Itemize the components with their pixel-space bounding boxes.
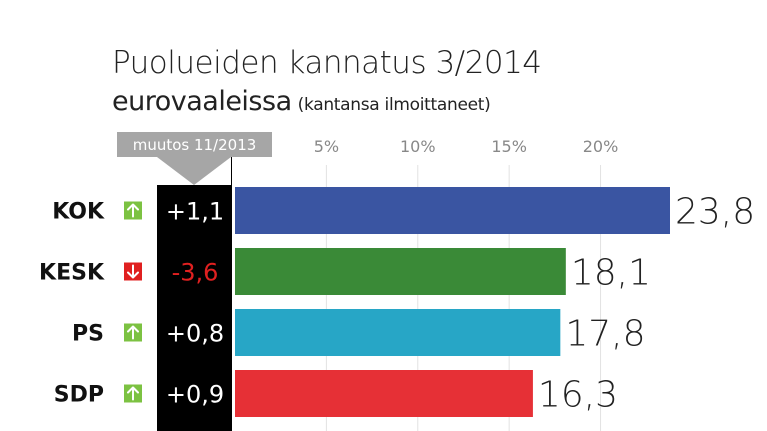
- trend-arrow-glyph: [127, 203, 139, 218]
- bars: [235, 187, 670, 417]
- trend-arrow-glyph: [127, 264, 139, 279]
- change-label: -3,6: [172, 259, 219, 287]
- subtitle-main: eurovaaleissa: [112, 86, 292, 117]
- party-label: KESK: [39, 261, 105, 286]
- change-label: +0,8: [166, 320, 224, 348]
- chart-title: Puolueiden kannatus 3/2014: [112, 45, 542, 81]
- bar: [235, 248, 566, 295]
- subtitle-note: (kantansa ilmoittaneet): [297, 95, 491, 115]
- arrow-up-icon: [124, 201, 142, 220]
- chart-subtitle: eurovaaleissa (kantansa ilmoittaneet): [112, 88, 491, 115]
- x-tick-label: 15%: [491, 137, 527, 156]
- party-label: KOK: [52, 200, 105, 225]
- arrow-down-icon: [124, 262, 142, 281]
- change-label: +0,9: [166, 381, 224, 409]
- x-tick-label: 5%: [314, 137, 339, 156]
- bar-value-label: 17,8: [565, 314, 645, 355]
- row-labels: 23,8 KOK +1,1 18,1 KESK -3,6 17,8 PS +0,8 16,3 SDP…: [39, 192, 755, 416]
- arrow-up-icon: [124, 323, 142, 342]
- bar: [235, 370, 533, 417]
- bar: [235, 309, 561, 356]
- x-tick-label: 20%: [583, 137, 619, 156]
- trend-arrow-glyph: [127, 325, 139, 340]
- change-column-label: muutos 11/2013: [117, 132, 272, 157]
- party-label: SDP: [54, 383, 104, 408]
- x-tick-label: 10%: [400, 137, 436, 156]
- bar-value-label: 18,1: [571, 253, 651, 294]
- arrow-up-icon: [124, 384, 142, 403]
- change-column-background: [157, 157, 232, 431]
- bar-value-label: 16,3: [538, 375, 618, 416]
- party-label: PS: [72, 322, 104, 347]
- change-label: +1,1: [166, 198, 224, 226]
- bar-value-label: 23,8: [675, 192, 755, 233]
- trend-arrow-glyph: [127, 386, 139, 401]
- x-tick-labels: 5% 10% 15% 20%: [314, 137, 619, 156]
- change-column-notch: [157, 157, 231, 185]
- bar: [235, 187, 670, 234]
